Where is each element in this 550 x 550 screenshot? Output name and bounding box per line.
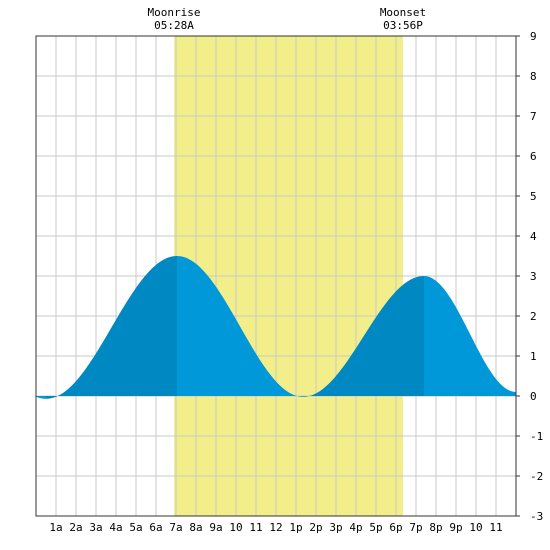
x-tick-label: 5a [129,521,142,534]
x-tick-label: 4a [109,521,122,534]
moonset-label: Moonset [380,6,426,19]
x-tick-label: 1a [49,521,62,534]
tide-area-falling [36,396,46,399]
x-tick-label: 4p [349,521,362,534]
x-tick-label: 12 [269,521,282,534]
y-tick-label: 7 [530,110,537,123]
x-tick-label: 7p [409,521,422,534]
x-tick-label: 10 [229,521,242,534]
y-tick-label: -1 [530,430,543,443]
y-tick-label: 9 [530,30,537,43]
y-tick-label: -2 [530,470,543,483]
x-tick-label: 3p [329,521,342,534]
moonrise-time: 05:28A [154,19,194,32]
tide-area-rising [46,256,177,399]
y-tick-label: 6 [530,150,537,163]
y-tick-label: 5 [530,190,537,203]
y-tick-label: 0 [530,390,537,403]
y-tick-label: 4 [530,230,537,243]
x-tick-label: 11 [489,521,502,534]
tide-area-falling [177,256,303,397]
x-tick-label: 2a [69,521,82,534]
tide-area-falling [424,276,516,396]
x-tick-label: 8a [189,521,202,534]
y-tick-label: 3 [530,270,537,283]
tide-area-layer [36,256,516,399]
x-tick-label: 9p [449,521,462,534]
x-tick-label: 1p [289,521,302,534]
x-tick-label: 3a [89,521,102,534]
x-tick-label: 5p [369,521,382,534]
x-tick-label: 10 [469,521,482,534]
y-tick-label: 1 [530,350,537,363]
grid-layer [36,36,516,516]
x-tick-label: 8p [429,521,442,534]
x-tick-label: 2p [309,521,322,534]
moonrise-label: Moonrise [148,6,201,19]
y-tick-label: 2 [530,310,537,323]
moonset-time: 03:56P [383,19,423,32]
x-tick-label: 6a [149,521,162,534]
y-tick-label: 8 [530,70,537,83]
x-tick-label: 11 [249,521,262,534]
x-tick-label: 7a [169,521,182,534]
y-tick-label: -3 [530,510,543,523]
axis-layer: 1a 2a 3a 4a 5a 6a 7a 8a 9a 10 11 12 1p 2p 3p 4p 5p 6p 7p 8p… [49,30,543,534]
x-tick-label: 6p [389,521,402,534]
x-tick-label: 9a [209,521,222,534]
tide-area-rising [303,276,424,397]
